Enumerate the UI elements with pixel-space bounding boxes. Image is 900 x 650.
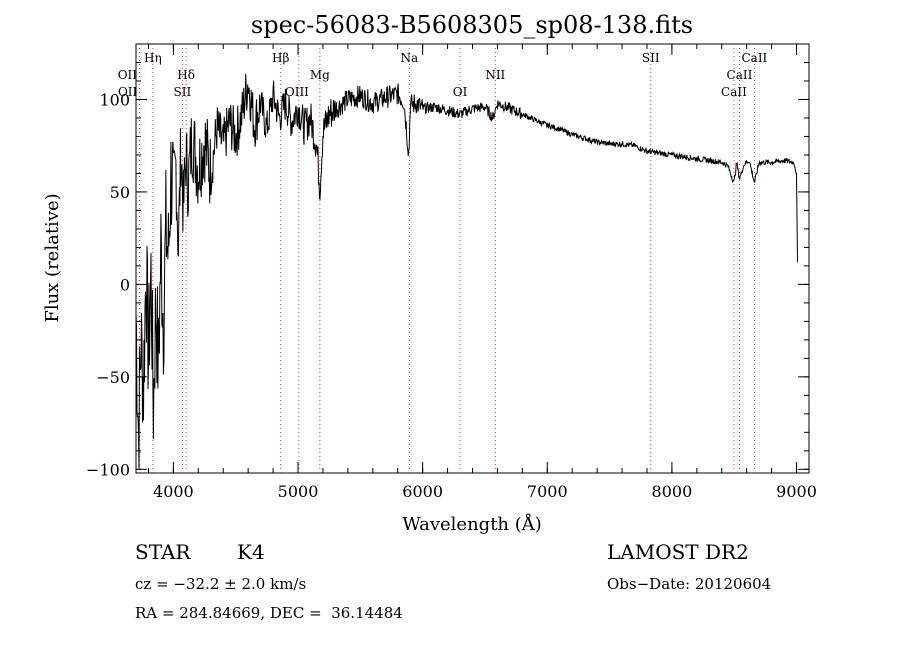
line-marker-label: Hβ: [272, 51, 289, 65]
y-tick-label: −100: [86, 460, 130, 479]
y-tick-label: 50: [110, 183, 130, 202]
y-axis-label: Flux (relative): [42, 193, 63, 322]
line-marker-label: CaII: [727, 68, 753, 82]
line-marker-label: CaII: [721, 85, 747, 99]
survey-label: LAMOST DR2: [607, 540, 749, 564]
line-marker-label: OII: [118, 68, 138, 82]
x-tick-label: 4000: [153, 482, 194, 501]
spectrum-line: [135, 73, 798, 469]
line-marker-label: Hη: [144, 51, 162, 65]
ra-dec: RA = 284.84669, DEC = 36.14484: [135, 604, 403, 622]
observation-date: Obs−Date: 20120604: [607, 575, 772, 593]
line-marker-label: NII: [485, 68, 505, 82]
y-tick-label: 0: [120, 275, 130, 294]
x-tick-label: 6000: [402, 482, 443, 501]
chart-title: spec-56083-B5608305_sp08-138.fits: [251, 11, 693, 39]
line-marker-label: CaII: [741, 51, 767, 65]
x-tick-label: 8000: [652, 482, 693, 501]
y-tick-label: −50: [96, 368, 130, 387]
line-marker-label: Na: [400, 51, 418, 65]
x-axis-label: Wavelength (Å): [402, 513, 542, 535]
x-tick-label: 7000: [527, 482, 568, 501]
object-subclass: K4: [237, 540, 265, 564]
plot-area: 4000 5000 6000 7000 8000 9000 −100 −50 0 50 100 Hη O…: [86, 43, 817, 501]
x-tick-label: 9000: [776, 482, 817, 501]
line-marker-label: OII: [118, 85, 138, 99]
plot-frame: [135, 43, 810, 474]
line-marker-label: SII: [174, 85, 192, 99]
line-marker-label: OIII: [285, 85, 309, 99]
line-marker-label: OI: [453, 85, 468, 99]
object-class: STAR: [135, 540, 191, 564]
y-tick-label: 100: [99, 90, 130, 109]
line-marker-label: SII: [642, 51, 660, 65]
line-marker-label: Mg: [310, 68, 330, 82]
x-tick-label: 5000: [278, 482, 319, 501]
line-marker-label: Hδ: [177, 68, 195, 82]
redshift-velocity: cz = −32.2 ± 2.0 km/s: [135, 575, 307, 593]
